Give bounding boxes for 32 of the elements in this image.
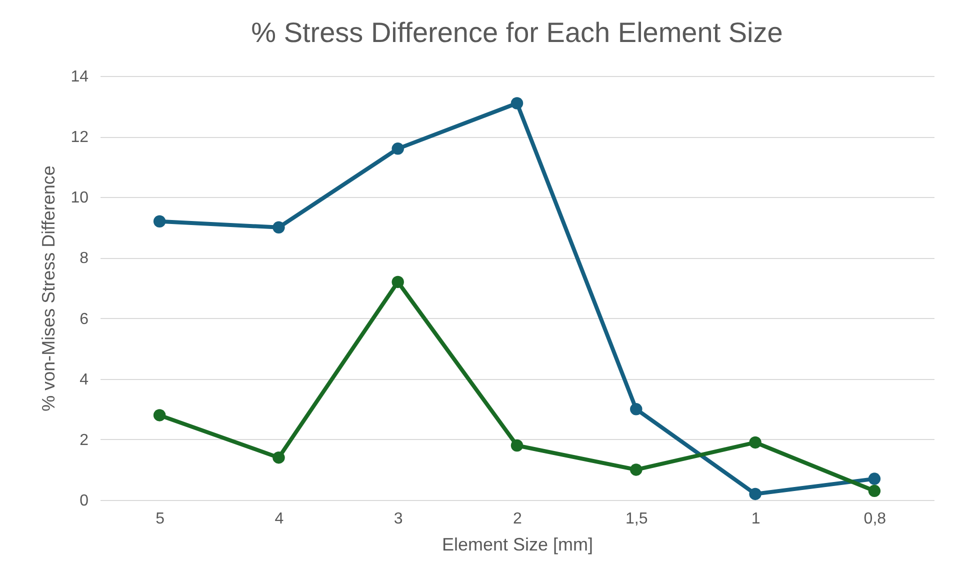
- x-tick-label: 0,8: [864, 510, 886, 528]
- point: [272, 221, 285, 234]
- point: [153, 409, 166, 422]
- point: [630, 464, 642, 476]
- y-tick-label: 4: [80, 371, 89, 388]
- point: [749, 488, 762, 500]
- point: [392, 276, 404, 288]
- y-tick-label: 10: [70, 190, 89, 207]
- x-axis-title: Element Size [mm]: [442, 534, 594, 554]
- x-tick-label: 1: [751, 510, 760, 528]
- x-tick-label: 5: [156, 510, 165, 528]
- x-tick-label: 2: [513, 510, 522, 528]
- point: [153, 215, 166, 228]
- x-tick-label: 1,5: [626, 510, 648, 528]
- point: [868, 484, 881, 498]
- x-tick-label: 3: [394, 510, 403, 528]
- point: [272, 451, 285, 464]
- point: [392, 142, 404, 155]
- y-tick-label: 14: [70, 68, 89, 86]
- y-axis-title: % von-Mises Stress Difference: [38, 166, 59, 412]
- chart-title: % Stress Difference for Each Element Size: [251, 17, 783, 48]
- y-tick-label: 2: [80, 432, 89, 449]
- y-tick-label: 6: [80, 310, 89, 328]
- y-tick-label: 12: [70, 129, 89, 146]
- y-tick-label: 8: [80, 250, 89, 268]
- point: [630, 403, 642, 416]
- x-tick-label: 4: [274, 510, 284, 528]
- point: [868, 472, 881, 485]
- y-tick-label: 0: [80, 492, 89, 510]
- point: [510, 97, 524, 110]
- point: [510, 439, 524, 452]
- point: [749, 436, 762, 449]
